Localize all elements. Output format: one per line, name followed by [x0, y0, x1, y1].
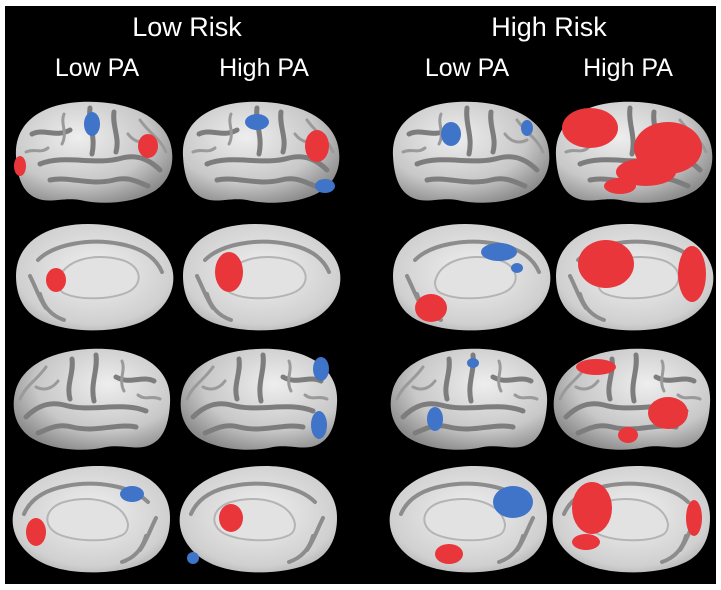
brain-3-medial-right [387, 464, 549, 575]
brain-3-medial-left [391, 222, 553, 333]
activation-blue [187, 552, 199, 564]
activation-blue [120, 486, 144, 502]
low-risk-low-pa-label: Low PA [54, 54, 140, 82]
brain-2-medial-right [177, 464, 339, 575]
brain-figure: Low Risk High Risk Low PA High PA Low PA… [5, 6, 716, 584]
high-risk-low-pa-label: Low PA [424, 54, 510, 82]
cortex-surface [177, 464, 339, 575]
activation-red [604, 178, 636, 194]
activation-blue [84, 112, 100, 136]
activation-blue [315, 179, 335, 193]
activation-red [305, 130, 329, 162]
cortex-surface [14, 222, 176, 333]
cortex-surface [391, 222, 553, 333]
brain-4-lateral-left [556, 102, 712, 203]
activation-red [572, 534, 600, 550]
brain-4-lateral-right [554, 349, 710, 450]
activation-red [14, 156, 26, 176]
activation-red [138, 134, 158, 158]
activation-red [576, 359, 616, 375]
activation-blue [481, 243, 517, 261]
activation-blue [493, 486, 533, 518]
activation-red [562, 108, 618, 148]
brain-1-lateral-left [14, 102, 172, 203]
activation-red [618, 427, 638, 443]
activation-blue [311, 411, 327, 439]
activation-red [219, 504, 243, 532]
cortex-surface [387, 464, 549, 575]
low-risk-title: Low Risk [132, 12, 242, 42]
activation-blue [245, 114, 269, 130]
activation-red [578, 240, 634, 288]
cortex-surface [393, 102, 549, 203]
brain-4-medial-right [550, 464, 712, 575]
activation-red [616, 158, 676, 186]
activation-red [648, 397, 688, 429]
activation-red [26, 518, 46, 546]
brain-2-medial-left [181, 222, 343, 333]
activation-blue [521, 120, 533, 136]
cortex-surface [14, 349, 170, 450]
activation-blue [427, 407, 443, 431]
cortex-surface [181, 222, 343, 333]
activation-blue [467, 358, 479, 368]
activation-red [678, 246, 706, 302]
activation-red [46, 268, 66, 292]
brain-3-lateral-left [393, 102, 549, 203]
activation-red [415, 294, 447, 322]
brain-1-medial-left [14, 222, 176, 333]
brain-renderings [10, 6, 716, 575]
activation-red [686, 500, 702, 536]
activation-blue [313, 357, 329, 381]
brain-1-medial-right [10, 464, 172, 575]
brain-4-medial-left [554, 222, 716, 333]
activation-blue [441, 122, 461, 146]
high-risk-high-pa-label: High PA [583, 54, 673, 82]
low-risk-high-pa-label: High PA [219, 54, 309, 82]
brain-1-lateral-right [14, 349, 170, 450]
activation-red [435, 544, 463, 564]
activation-red [572, 482, 612, 534]
brain-2-lateral-left [183, 102, 339, 203]
brain-2-lateral-right [181, 349, 337, 450]
brain-3-lateral-right [391, 349, 547, 450]
activation-blue [511, 263, 523, 273]
high-risk-title: High Risk [491, 12, 607, 42]
activation-red [215, 252, 243, 292]
